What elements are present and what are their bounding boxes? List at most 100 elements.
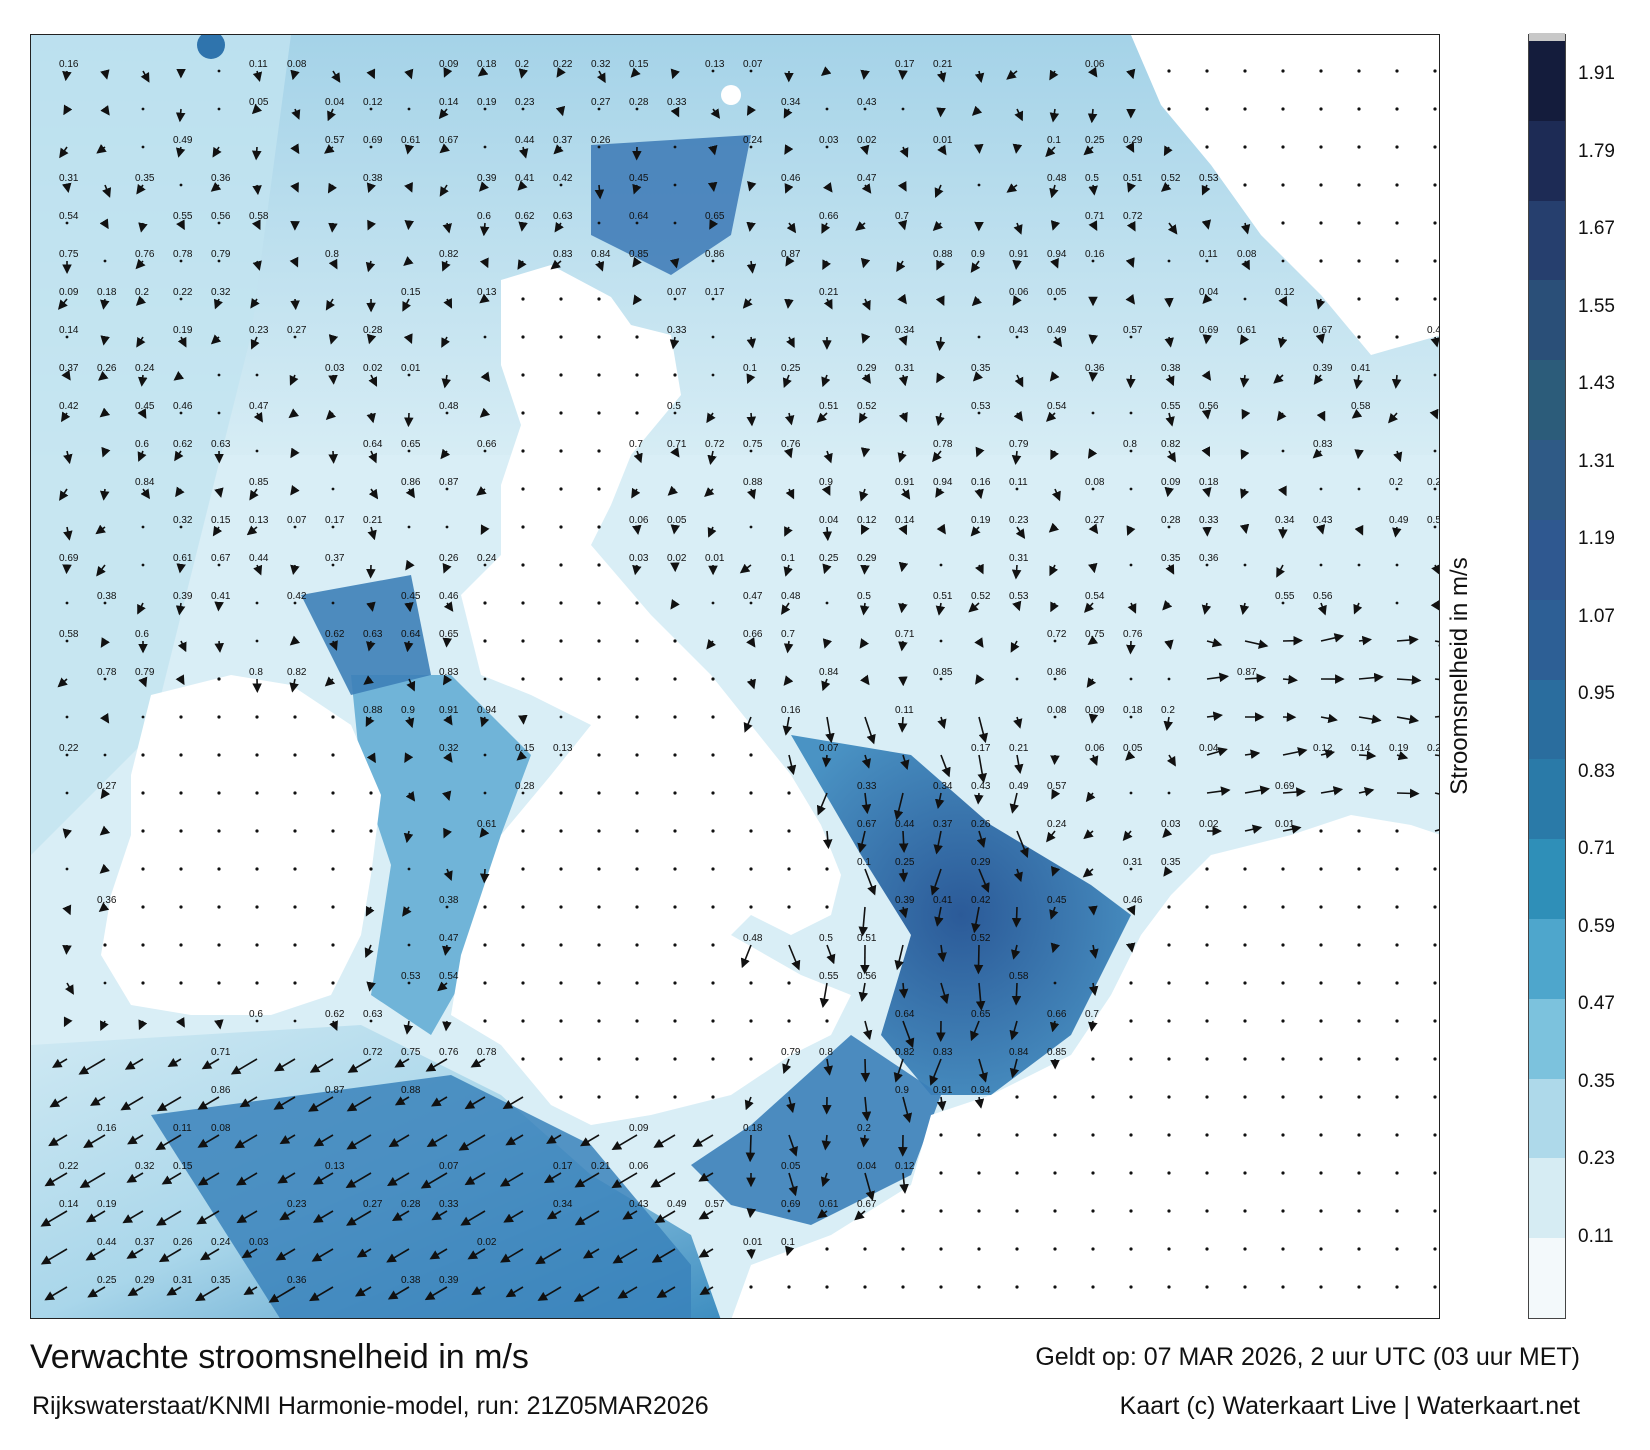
- current-arrow: [120, 1096, 144, 1111]
- current-arrow: [1125, 750, 1136, 761]
- speed-label: 0.15: [211, 515, 231, 526]
- speed-label: 0.52: [971, 591, 991, 602]
- current-arrow: [85, 1210, 106, 1223]
- current-arrow: [126, 1248, 144, 1259]
- grid-dot: [1395, 1247, 1399, 1251]
- current-arrow: [1011, 982, 1022, 1006]
- grid-dot: [1205, 1285, 1209, 1289]
- current-arrow: [441, 336, 450, 348]
- current-arrow: [898, 70, 908, 80]
- current-arrow: [290, 447, 300, 459]
- grid-dot: [483, 639, 487, 643]
- grid-dot: [787, 981, 791, 985]
- grid-dot: [1357, 183, 1361, 187]
- grid-dot: [1091, 1209, 1095, 1213]
- speed-label: 0.29: [971, 857, 991, 868]
- current-arrow: [861, 792, 872, 815]
- current-arrow: [861, 183, 872, 194]
- speed-label: 0.78: [97, 667, 117, 678]
- grid-dot: [1091, 1133, 1095, 1137]
- current-arrow: [935, 487, 945, 498]
- grid-dot: [293, 943, 297, 947]
- current-arrow: [970, 260, 981, 273]
- speed-label: 0.87: [781, 249, 801, 260]
- current-arrow: [48, 1134, 68, 1147]
- grid-dot: [1243, 69, 1247, 73]
- grid-dot: [1281, 145, 1285, 149]
- grid-dot: [1091, 411, 1095, 415]
- current-arrow: [1088, 66, 1098, 78]
- current-arrow: [99, 863, 110, 874]
- speed-label: 0.04: [1199, 743, 1219, 754]
- grid-dot: [559, 639, 563, 643]
- grid-dot: [597, 563, 601, 567]
- grid-dot: [141, 981, 145, 985]
- current-arrow: [902, 1020, 915, 1049]
- speed-label: 0.38: [363, 173, 383, 184]
- current-arrow: [1241, 408, 1251, 420]
- current-arrow: [324, 144, 335, 154]
- current-arrow: [1046, 830, 1056, 843]
- current-arrow: [973, 944, 984, 975]
- grid-dot: [1357, 107, 1361, 111]
- current-arrow: [1434, 678, 1439, 681]
- speed-label: 0.67: [857, 819, 877, 830]
- current-arrow: [1202, 293, 1213, 304]
- grid-dot: [1319, 145, 1323, 149]
- grid-dot: [65, 791, 69, 795]
- current-arrow: [214, 640, 224, 653]
- speed-label: 0.22: [59, 1161, 79, 1172]
- current-arrow: [857, 830, 867, 854]
- current-arrow: [102, 184, 112, 198]
- speed-label: 0.08: [287, 59, 307, 70]
- current-arrow: [158, 1248, 182, 1263]
- speed-label: 0.36: [287, 1275, 307, 1286]
- current-arrow: [1016, 830, 1029, 858]
- grid-dot: [1167, 1247, 1171, 1251]
- current-arrow: [405, 791, 416, 802]
- current-arrow: [936, 523, 946, 535]
- current-arrow: [234, 1134, 258, 1149]
- current-arrow: [518, 68, 529, 79]
- current-arrow: [394, 1096, 410, 1106]
- grid-dot: [597, 1095, 601, 1099]
- grid-dot: [1091, 259, 1095, 263]
- speed-label: 0.07: [667, 287, 687, 298]
- current-arrow: [783, 447, 793, 459]
- speed-label: 0.6: [135, 629, 149, 640]
- current-arrow: [63, 450, 73, 465]
- current-arrow: [556, 67, 566, 78]
- current-arrow: [975, 446, 985, 458]
- grid-dot: [407, 981, 411, 985]
- current-arrow: [1088, 184, 1098, 196]
- grid-dot: [1205, 145, 1209, 149]
- speed-label: 0.45: [1047, 895, 1067, 906]
- current-arrow: [1162, 600, 1173, 611]
- grid-dot: [483, 677, 487, 681]
- grid-dot: [255, 373, 259, 377]
- grid-dot: [1319, 107, 1323, 111]
- speed-label: 0.91: [439, 705, 459, 716]
- grid-dot: [1053, 1209, 1057, 1213]
- current-arrow: [403, 640, 414, 653]
- speed-label: 0.82: [1161, 439, 1181, 450]
- grid-dot: [521, 411, 525, 415]
- speed-label: 0.16: [59, 59, 79, 70]
- current-arrow: [1088, 1020, 1098, 1032]
- speed-label: 0.49: [1389, 515, 1409, 526]
- speed-label: 0.28: [629, 97, 649, 108]
- grid-dot: [65, 335, 69, 339]
- current-arrow: [898, 830, 909, 854]
- current-arrow: [632, 256, 642, 268]
- current-arrow: [212, 525, 223, 537]
- current-arrow: [95, 524, 106, 535]
- grid-dot: [179, 829, 183, 833]
- speed-label: 0.19: [477, 97, 497, 108]
- current-arrow: [290, 143, 300, 155]
- grid-dot: [749, 601, 753, 605]
- current-arrow: [1273, 373, 1284, 384]
- current-arrow: [364, 944, 374, 959]
- grid-dot: [369, 791, 373, 795]
- speed-label: 0.62: [173, 439, 193, 450]
- current-arrow: [898, 868, 909, 883]
